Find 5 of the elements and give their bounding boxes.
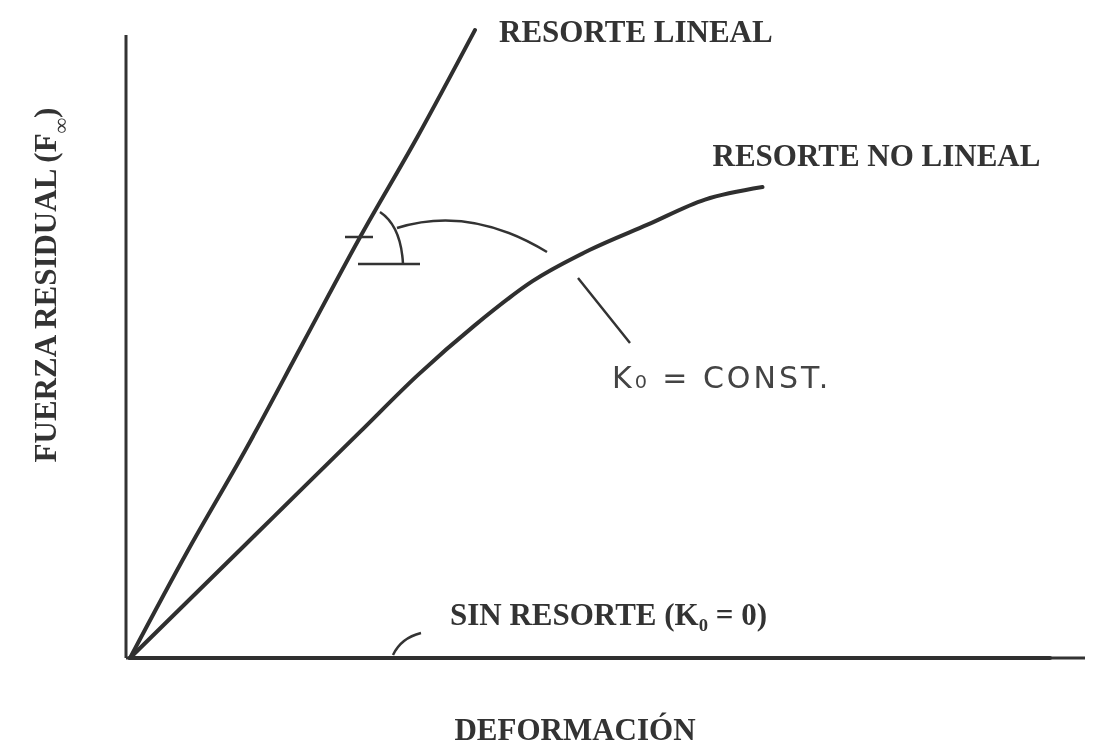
series-label: RESORTE LINEAL (499, 14, 773, 49)
series-label: RESORTE NO LINEAL (712, 138, 1041, 173)
x-axis-title: DEFORMACIÓN (454, 712, 696, 747)
annotation: K₀ = CONST. (612, 360, 832, 395)
series-label: SIN RESORTE (K₀ = 0) (450, 597, 767, 632)
